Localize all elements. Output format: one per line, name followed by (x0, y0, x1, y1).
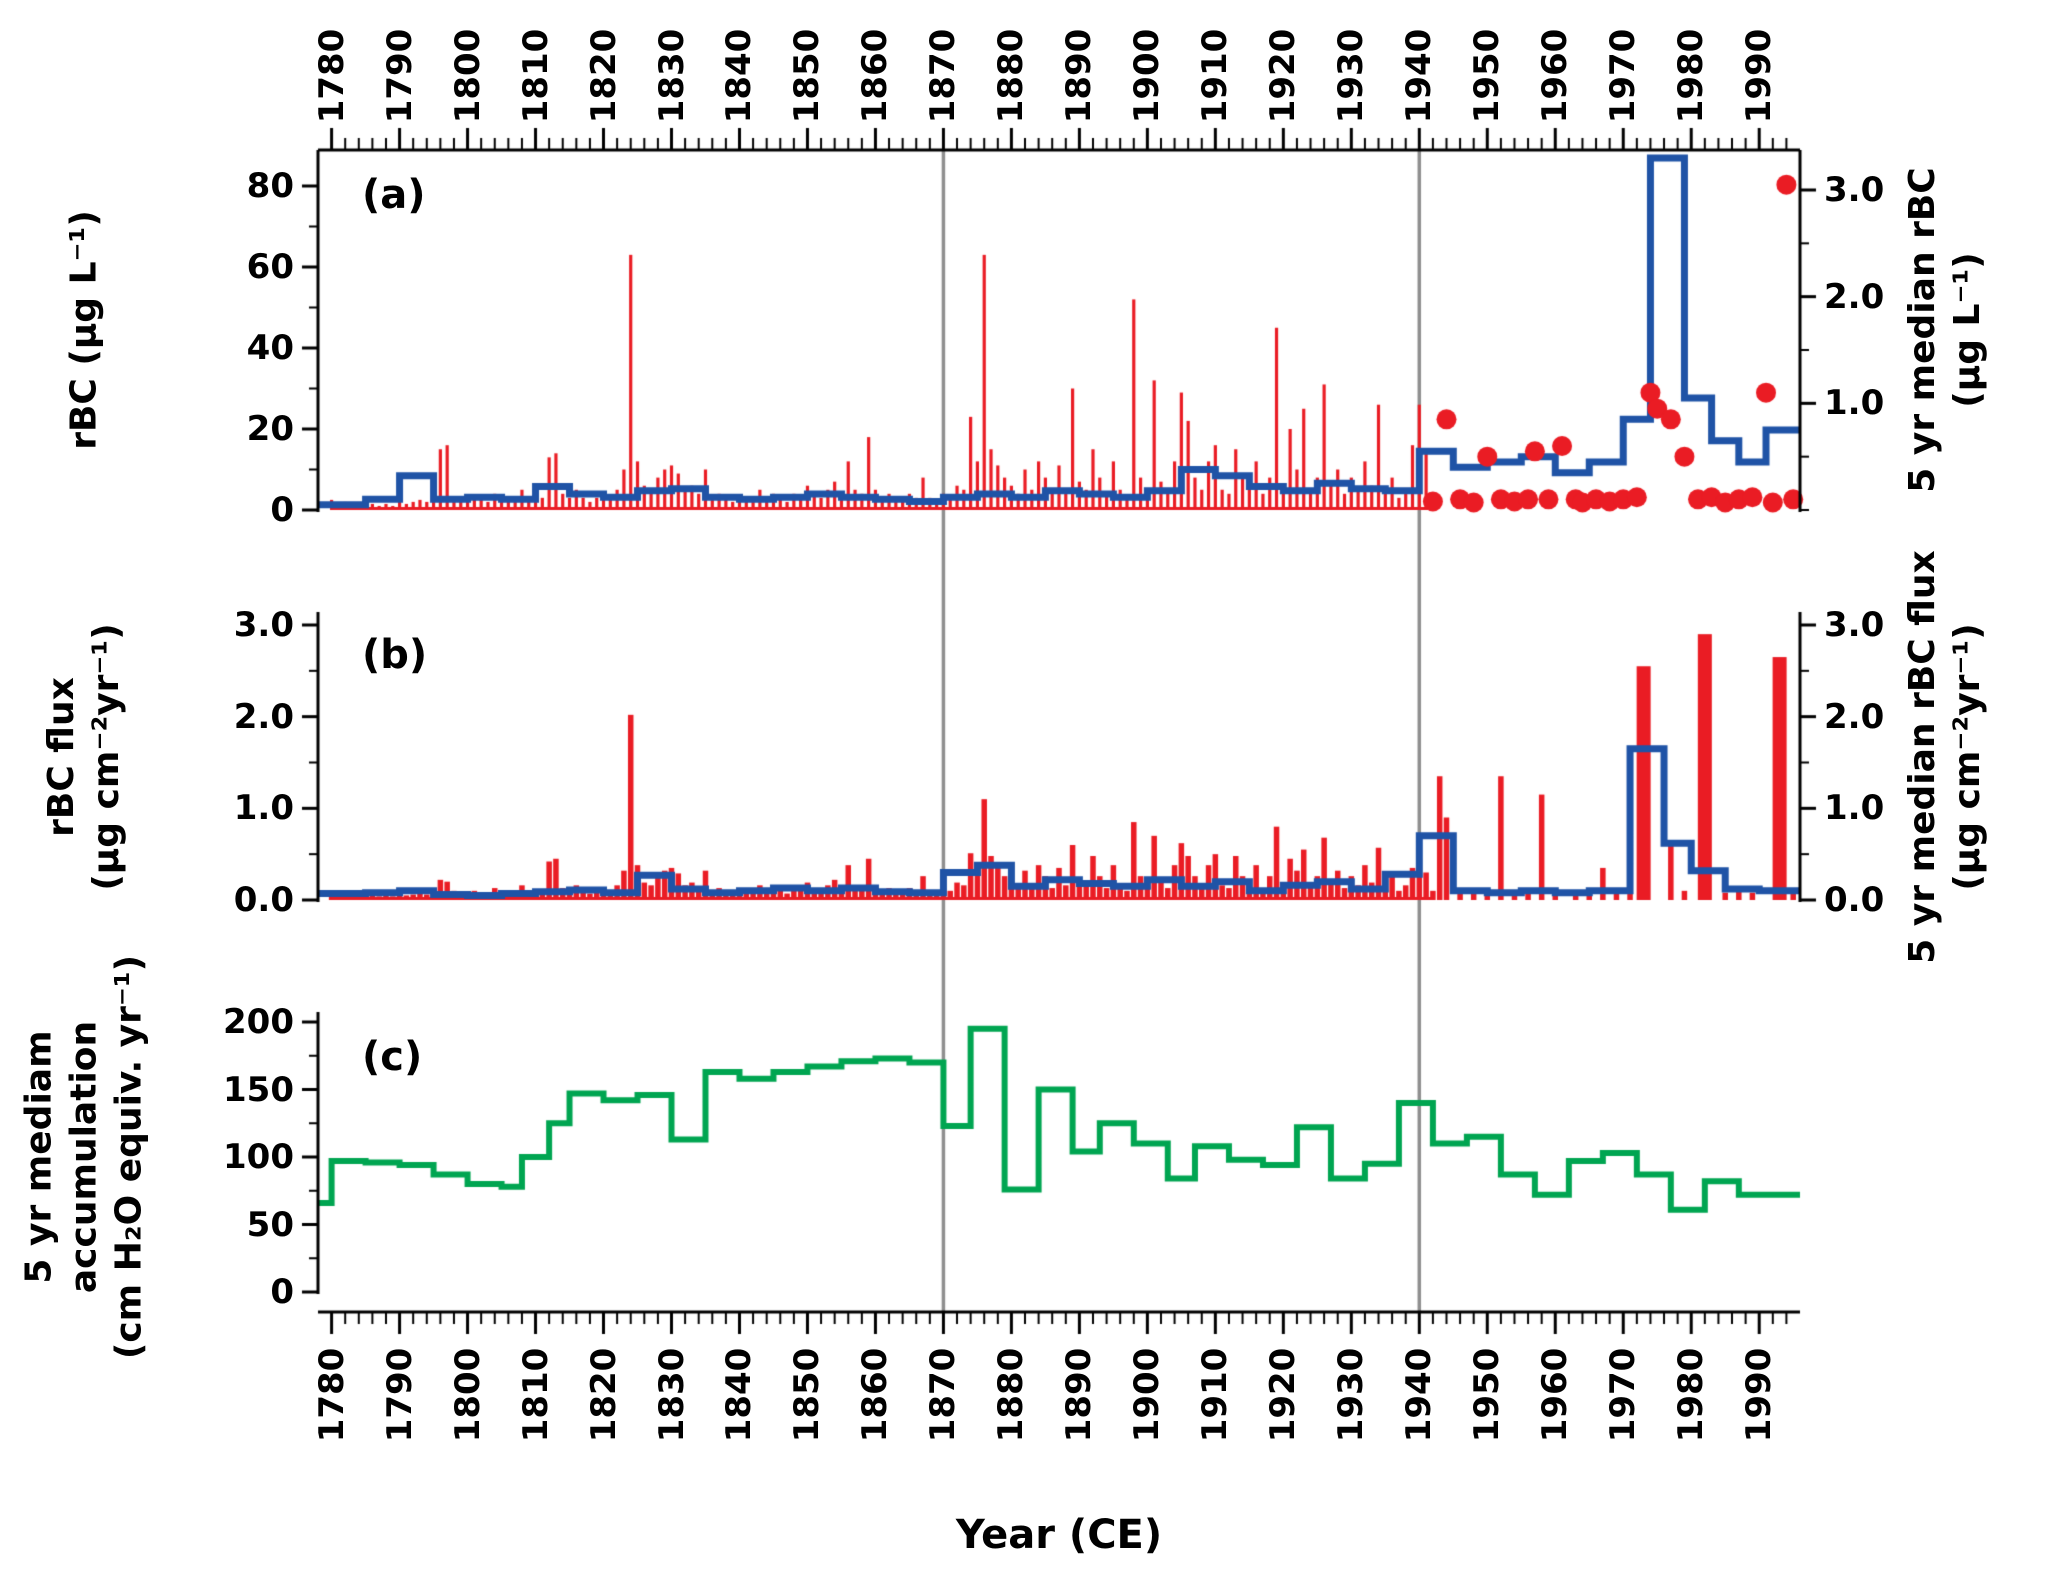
x-tick-label-bottom: 1870 (923, 1347, 964, 1443)
y-tick-label-a-left: 20 (246, 409, 294, 449)
panel-letter-a: (a) (362, 172, 426, 218)
y-tick-label-b-right: 3.0 (1824, 605, 1885, 645)
x-tick-label-top: 1980 (1671, 28, 1712, 124)
x-tick-label-top: 1870 (923, 28, 964, 124)
y-tick-label-b-right: 2.0 (1824, 696, 1885, 737)
x-tick-label-top: 1930 (1331, 28, 1372, 124)
x-tick-label-bottom: 1820 (583, 1347, 624, 1443)
axis-title-a-right: 5 yr median rBC (µg L⁻¹) (1902, 167, 1988, 493)
x-tick-label-bottom: 1880 (991, 1347, 1032, 1443)
x-tick-label-top: 1820 (583, 28, 624, 124)
x-tick-label-top: 1890 (1059, 28, 1100, 124)
y-tick-label-c-left: 150 (223, 1069, 294, 1110)
x-tick-label-top: 1900 (1127, 28, 1168, 124)
y-tick-label-a-right: 2.0 (1824, 276, 1885, 317)
x-tick-label-bottom: 1810 (515, 1347, 556, 1443)
x-tick-label-top: 1830 (651, 28, 692, 124)
y-tick-label-a-left: 80 (246, 166, 294, 206)
axis-title-b-left: rBC flux (µg cm⁻²yr⁻¹) (41, 623, 127, 891)
y-tick-label-a-right: 3.0 (1824, 170, 1885, 210)
x-tick-label-bottom: 1990 (1739, 1347, 1780, 1443)
x-tick-label-top: 1960 (1535, 28, 1576, 124)
y-tick-label-b-left: 3.0 (233, 605, 294, 645)
axis-title-c-left: 5 yr mediam accumulation (cm H₂O equiv. … (18, 954, 150, 1360)
x-tick-label-bottom: 1930 (1331, 1347, 1372, 1443)
x-tick-label-bottom: 1800 (447, 1347, 488, 1443)
y-tick-label-c-left: 200 (223, 1002, 294, 1042)
panel-letter-b: (b) (362, 632, 428, 678)
x-tick-label-top: 1970 (1603, 28, 1644, 124)
x-tick-label-top: 1810 (515, 28, 556, 124)
x-tick-label-bottom: 1890 (1059, 1347, 1100, 1443)
x-tick-label-top: 1790 (379, 28, 420, 124)
y-tick-label-a-right: 1.0 (1824, 383, 1885, 424)
y-tick-label-b-left: 2.0 (233, 696, 294, 737)
x-tick-label-bottom: 1780 (311, 1347, 352, 1443)
x-tick-label-bottom: 1790 (379, 1347, 420, 1443)
x-tick-label-top: 1950 (1467, 28, 1508, 124)
x-tick-label-top: 1910 (1195, 28, 1236, 124)
x-tick-label-top: 1840 (719, 28, 760, 124)
y-tick-label-b-right: 1.0 (1824, 788, 1885, 829)
x-tick-label-top: 1780 (311, 28, 352, 124)
x-tick-label-bottom: 1830 (651, 1347, 692, 1443)
x-tick-label-bottom: 1960 (1535, 1347, 1576, 1443)
x-tick-label-top: 1920 (1263, 28, 1304, 124)
x-tick-label-top: 1880 (991, 28, 1032, 124)
y-tick-label-a-left: 60 (246, 247, 294, 287)
x-axis-label: Year (CE) (955, 1512, 1163, 1558)
y-tick-label-c-left: 100 (223, 1137, 294, 1177)
y-tick-label-b-left: 0.0 (233, 880, 294, 920)
x-tick-label-bottom: 1910 (1195, 1347, 1236, 1443)
y-tick-label-a-left: 40 (246, 328, 294, 368)
axis-title-a-left: rBC (µg L⁻¹) (63, 210, 105, 450)
x-tick-label-bottom: 1850 (787, 1347, 828, 1443)
x-tick-label-bottom: 1970 (1603, 1347, 1644, 1443)
x-tick-label-bottom: 1950 (1467, 1347, 1508, 1443)
x-tick-label-top: 1990 (1739, 28, 1780, 124)
axis-title-b-right: 5 yr median rBC flux (µg cm⁻²yr⁻¹) (1902, 550, 1988, 964)
x-tick-label-bottom: 1900 (1127, 1347, 1168, 1443)
y-tick-label-c-left: 0 (270, 1272, 294, 1312)
x-tick-label-top: 1940 (1399, 28, 1440, 124)
x-tick-label-bottom: 1840 (719, 1347, 760, 1443)
x-tick-label-bottom: 1860 (855, 1347, 896, 1443)
y-tick-label-c-left: 50 (246, 1204, 294, 1245)
x-tick-label-top: 1860 (855, 28, 896, 124)
panel-letter-c: (c) (362, 1034, 423, 1080)
x-tick-label-bottom: 1940 (1399, 1347, 1440, 1443)
x-tick-label-top: 1850 (787, 28, 828, 124)
y-tick-label-b-right: 0.0 (1824, 880, 1885, 920)
x-tick-label-bottom: 1980 (1671, 1347, 1712, 1443)
x-tick-label-top: 1800 (447, 28, 488, 124)
x-tick-label-bottom: 1920 (1263, 1347, 1304, 1443)
y-tick-label-b-left: 1.0 (233, 788, 294, 829)
y-tick-label-a-left: 0 (270, 490, 294, 530)
